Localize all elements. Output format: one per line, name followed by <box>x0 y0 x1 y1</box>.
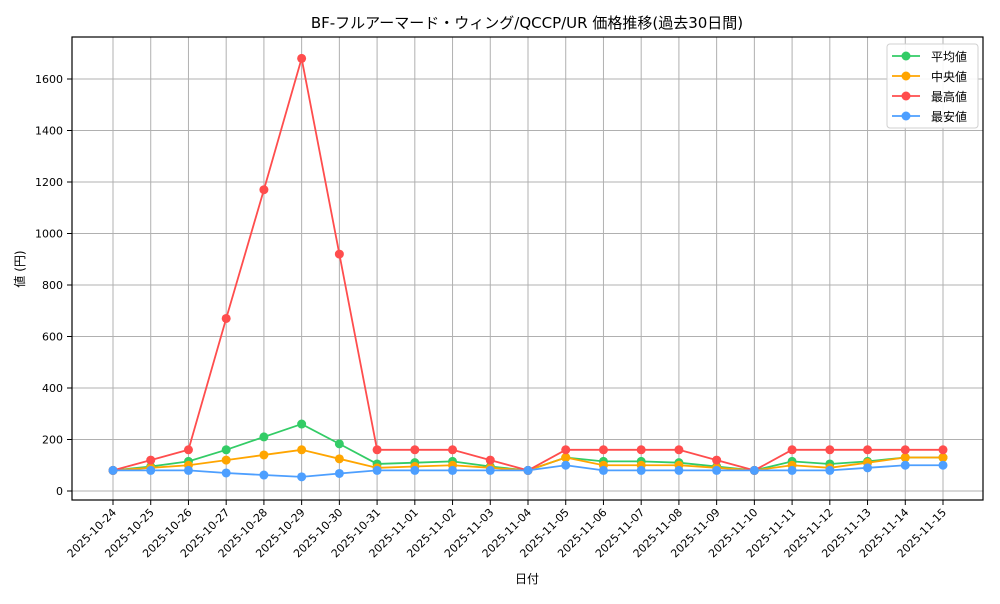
data-point <box>108 465 118 475</box>
data-point <box>259 450 269 460</box>
data-point <box>183 445 193 455</box>
data-point <box>636 465 646 475</box>
data-point <box>863 463 873 473</box>
data-point <box>221 445 231 455</box>
legend-item: 中央値 <box>892 69 967 84</box>
data-point <box>221 313 231 323</box>
legend-marker-icon <box>901 111 911 121</box>
data-point <box>938 445 948 455</box>
data-point <box>598 445 608 455</box>
data-point <box>598 465 608 475</box>
data-point <box>410 445 420 455</box>
data-point <box>712 465 722 475</box>
data-point <box>297 53 307 63</box>
data-point <box>221 455 231 465</box>
data-point <box>900 445 910 455</box>
legend-marker-icon <box>901 91 911 101</box>
y-tick-label: 1600 <box>35 73 63 86</box>
data-point <box>259 185 269 195</box>
data-point <box>297 419 307 429</box>
y-tick-label: 1000 <box>35 228 63 241</box>
legend-label: 最高値 <box>931 89 967 104</box>
data-point <box>334 249 344 259</box>
data-point <box>938 460 948 470</box>
y-axis-label: 値 (円) <box>12 250 27 287</box>
y-tick-label: 1200 <box>35 176 63 189</box>
y-axis: 0 200 400 600 800 1000 1200 1400 1600 <box>35 73 72 498</box>
data-point <box>146 455 156 465</box>
data-point <box>825 445 835 455</box>
legend-item: 最安値 <box>892 109 967 124</box>
data-point <box>448 465 458 475</box>
data-point <box>749 465 759 475</box>
legend-box <box>886 43 979 129</box>
legend-marker-icon <box>901 71 911 81</box>
data-point <box>297 472 307 482</box>
y-tick-label: 600 <box>42 331 63 344</box>
data-point <box>787 465 797 475</box>
data-point <box>485 465 495 475</box>
data-point <box>561 445 571 455</box>
x-axis-label: 日付 <box>515 572 539 586</box>
data-point <box>334 439 344 449</box>
y-tick-label: 400 <box>42 382 63 395</box>
legend-label: 最安値 <box>931 109 967 124</box>
data-point <box>146 465 156 475</box>
data-point <box>712 455 722 465</box>
y-tick-label: 0 <box>56 485 63 498</box>
y-tick-label: 800 <box>42 279 63 292</box>
legend-label: 中央値 <box>931 69 967 84</box>
data-point <box>825 465 835 475</box>
y-tick-label: 1400 <box>35 125 63 138</box>
data-point <box>259 470 269 480</box>
data-point <box>561 460 571 470</box>
data-point <box>372 445 382 455</box>
data-point <box>523 465 533 475</box>
data-point <box>938 453 948 463</box>
data-point <box>900 453 910 463</box>
data-point <box>259 432 269 442</box>
data-point <box>372 465 382 475</box>
data-point <box>410 465 420 475</box>
series-layer <box>108 53 948 482</box>
y-tick-label: 200 <box>42 434 63 447</box>
data-point <box>221 468 231 478</box>
data-point <box>900 460 910 470</box>
data-point <box>863 445 873 455</box>
data-point <box>334 468 344 478</box>
data-point <box>674 465 684 475</box>
legend-label: 平均値 <box>931 49 967 64</box>
data-point <box>448 445 458 455</box>
data-point <box>674 445 684 455</box>
data-point <box>485 455 495 465</box>
legend-item: 最高値 <box>892 89 967 104</box>
grid-lines <box>72 37 983 500</box>
data-point <box>297 445 307 455</box>
data-point <box>183 465 193 475</box>
data-point <box>787 445 797 455</box>
series-3 <box>108 460 948 482</box>
x-axis: 2025-10-242025-10-252025-10-262025-10-27… <box>65 500 949 560</box>
data-point <box>561 453 571 463</box>
chart-title: BF-フルアーマード・ウィング/QCCP/UR 価格推移(過去30日間) <box>311 14 743 32</box>
data-point <box>636 445 646 455</box>
plot-frame <box>71 36 984 501</box>
legend-marker-icon <box>901 51 911 61</box>
data-point <box>334 454 344 464</box>
legend-item: 平均値 <box>892 49 967 64</box>
